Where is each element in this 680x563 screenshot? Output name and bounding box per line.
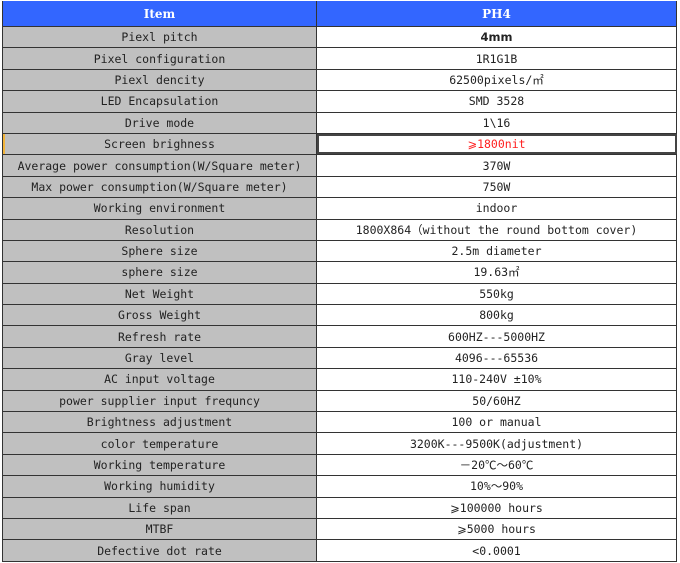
table-row: Refresh rate 600HZ---5000HZ: [3, 326, 677, 348]
table-row: Gross Weight 800kg: [3, 305, 677, 327]
table-row: Working temperature －20℃～60℃: [3, 454, 677, 477]
table-row: Defective dot rate <0.0001: [3, 540, 677, 562]
value-cell[interactable]: 10%～90%: [317, 476, 677, 497]
header-model[interactable]: PH4: [317, 1, 677, 26]
value-cell[interactable]: ⩾5000 hours: [317, 518, 677, 540]
table-row: Life span ⩾100000 hours: [3, 497, 677, 519]
value-cell[interactable]: 3200K---9500K(adjustment): [317, 433, 677, 454]
item-cell[interactable]: Average power consumption(W/Square meter…: [3, 155, 317, 176]
table-row: AC input voltage 110-240V ±10%: [3, 369, 677, 391]
item-cell[interactable]: Defective dot rate: [3, 540, 317, 561]
value-cell[interactable]: －20℃～60℃: [317, 454, 677, 476]
header-row: Item PH4: [3, 1, 677, 27]
value-cell[interactable]: 1\16: [317, 112, 677, 133]
item-cell[interactable]: LED Encapsulation: [3, 91, 317, 112]
header-item[interactable]: Item: [3, 1, 317, 26]
value-cell[interactable]: 100 or manual: [317, 412, 677, 433]
value-cell[interactable]: ⩾100000 hours: [317, 497, 677, 518]
value-cell[interactable]: 800kg: [317, 305, 677, 326]
value-cell[interactable]: SMD 3528: [317, 91, 677, 112]
item-cell[interactable]: Brightness adjustment: [3, 412, 317, 433]
table-row: power supplier input frequncy 50/60HZ: [3, 390, 677, 413]
item-cell[interactable]: Sphere size: [3, 240, 317, 262]
table-row: Screen brighness ⩾1800nit: [3, 133, 677, 156]
value-cell[interactable]: indoor: [317, 198, 677, 219]
item-cell[interactable]: Gross Weight: [3, 305, 317, 326]
item-cell[interactable]: Pixel configuration: [3, 48, 317, 69]
value-cell[interactable]: 2.5m diameter: [317, 240, 677, 262]
item-cell[interactable]: Screen brighness: [3, 133, 317, 155]
item-cell[interactable]: power supplier input frequncy: [3, 390, 317, 412]
table-row: color temperature 3200K---9500K(adjustmen…: [3, 433, 677, 455]
item-cell[interactable]: Refresh rate: [3, 326, 317, 347]
value-cell[interactable]: 750W: [317, 176, 677, 198]
item-cell[interactable]: Piexl dencity: [3, 69, 317, 91]
value-cell[interactable]: 4mm: [317, 27, 677, 48]
table-row: Piexl pitch 4mm: [3, 27, 677, 49]
table-row: LED Encapsulation SMD 3528: [3, 91, 677, 113]
table-row: Gray level 4096---65536: [3, 347, 677, 370]
value-cell[interactable]: 550kg: [317, 283, 677, 305]
table-row: Resolution 1800X864（without the round bot…: [3, 219, 677, 241]
item-cell[interactable]: AC input voltage: [3, 369, 317, 390]
table-row: MTBF ⩾5000 hours: [3, 518, 677, 541]
item-cell[interactable]: color temperature: [3, 433, 317, 454]
item-cell[interactable]: Drive mode: [3, 112, 317, 133]
item-cell[interactable]: Working humidity: [3, 476, 317, 497]
value-cell[interactable]: <0.0001: [317, 540, 677, 561]
value-cell[interactable]: 50/60HZ: [317, 390, 677, 412]
item-cell[interactable]: Working temperature: [3, 454, 317, 476]
item-cell[interactable]: Max power consumption(W/Square meter): [3, 176, 317, 198]
item-cell[interactable]: MTBF: [3, 518, 317, 540]
table-row: Working environment indoor: [3, 198, 677, 220]
table-row: Average power consumption(W/Square meter…: [3, 155, 677, 177]
table-row: Net Weight 550kg: [3, 283, 677, 306]
item-cell[interactable]: Working environment: [3, 198, 317, 219]
table-row: Max power consumption(W/Square meter) 750…: [3, 176, 677, 199]
table-row: Working humidity 10%～90%: [3, 476, 677, 498]
value-cell[interactable]: 370W: [317, 155, 677, 176]
value-cell[interactable]: 19.63㎡: [317, 262, 677, 283]
table-row: Sphere size 2.5m diameter: [3, 240, 677, 263]
value-cell[interactable]: 4096---65536: [317, 347, 677, 369]
item-cell[interactable]: Net Weight: [3, 283, 317, 305]
table-row: Piexl dencity 62500pixels/㎡: [3, 69, 677, 92]
table-row: sphere size 19.63㎡: [3, 262, 677, 284]
table-row: Drive mode 1\16: [3, 112, 677, 134]
value-cell[interactable]: 600HZ---5000HZ: [317, 326, 677, 347]
item-cell[interactable]: Gray level: [3, 347, 317, 369]
value-cell[interactable]: 1R1G1B: [317, 48, 677, 69]
value-cell[interactable]: 1800X864（without the round bottom cover): [317, 219, 677, 240]
item-cell[interactable]: Life span: [3, 497, 317, 518]
item-cell[interactable]: Piexl pitch: [3, 27, 317, 48]
table-row: Pixel configuration 1R1G1B: [3, 48, 677, 70]
value-cell[interactable]: 62500pixels/㎡: [317, 69, 677, 91]
item-cell[interactable]: sphere size: [3, 262, 317, 283]
item-cell[interactable]: Resolution: [3, 219, 317, 240]
value-cell[interactable]: ⩾1800nit: [317, 133, 677, 155]
value-cell[interactable]: 110-240V ±10%: [317, 369, 677, 390]
table-row: Brightness adjustment 100 or manual: [3, 412, 677, 434]
